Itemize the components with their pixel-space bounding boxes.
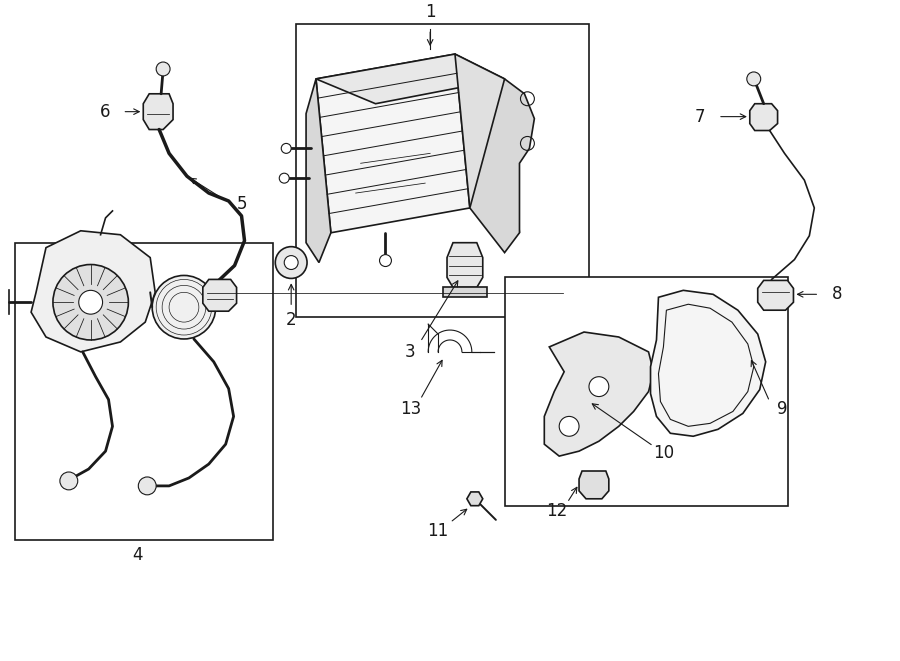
Text: 8: 8 bbox=[832, 286, 842, 303]
Bar bbox=[505, 278, 788, 506]
Polygon shape bbox=[316, 54, 505, 104]
Circle shape bbox=[152, 276, 216, 339]
Circle shape bbox=[380, 254, 392, 266]
Text: 5: 5 bbox=[237, 195, 247, 213]
Bar bbox=[296, 24, 589, 317]
Polygon shape bbox=[651, 290, 766, 436]
Circle shape bbox=[157, 62, 170, 76]
Polygon shape bbox=[455, 54, 519, 233]
Circle shape bbox=[60, 472, 77, 490]
Text: 4: 4 bbox=[132, 547, 142, 564]
Circle shape bbox=[589, 377, 608, 397]
Circle shape bbox=[275, 247, 307, 278]
Circle shape bbox=[559, 416, 579, 436]
Polygon shape bbox=[758, 280, 794, 310]
Polygon shape bbox=[443, 288, 487, 297]
Polygon shape bbox=[447, 243, 482, 288]
Polygon shape bbox=[579, 471, 608, 499]
Circle shape bbox=[747, 72, 760, 86]
Text: 2: 2 bbox=[286, 311, 296, 329]
Text: 9: 9 bbox=[778, 401, 788, 418]
Polygon shape bbox=[467, 492, 482, 506]
Text: 1: 1 bbox=[425, 3, 436, 21]
Circle shape bbox=[279, 173, 289, 183]
Polygon shape bbox=[316, 54, 470, 233]
Polygon shape bbox=[750, 104, 778, 130]
Text: 12: 12 bbox=[546, 502, 568, 520]
Text: 13: 13 bbox=[400, 401, 421, 418]
Text: 6: 6 bbox=[100, 102, 111, 121]
Circle shape bbox=[78, 290, 103, 314]
Text: 10: 10 bbox=[652, 444, 674, 462]
Circle shape bbox=[139, 477, 157, 495]
Polygon shape bbox=[470, 79, 535, 253]
Circle shape bbox=[281, 143, 292, 153]
Circle shape bbox=[284, 256, 298, 270]
Text: 7: 7 bbox=[695, 108, 706, 126]
Polygon shape bbox=[202, 280, 237, 311]
Bar bbox=[15, 243, 274, 541]
Text: 3: 3 bbox=[405, 343, 416, 361]
Polygon shape bbox=[32, 231, 155, 352]
Polygon shape bbox=[544, 332, 653, 456]
Polygon shape bbox=[143, 94, 173, 130]
Circle shape bbox=[53, 264, 129, 340]
Polygon shape bbox=[306, 79, 331, 262]
Text: 11: 11 bbox=[428, 522, 449, 539]
